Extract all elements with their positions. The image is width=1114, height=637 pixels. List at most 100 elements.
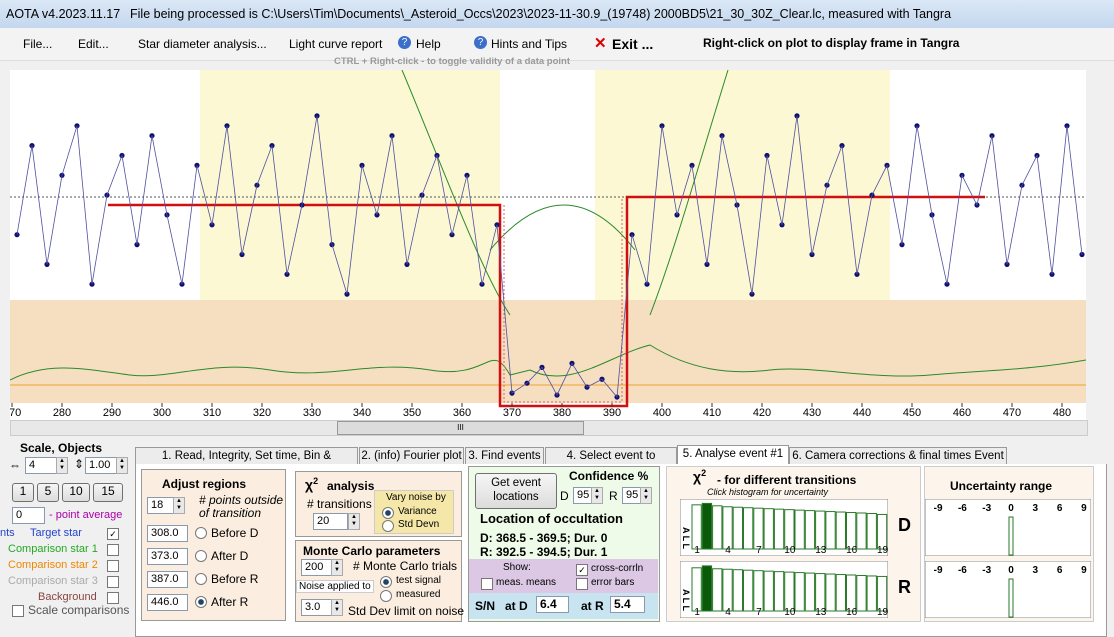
average-select[interactable]: 0 bbox=[12, 507, 45, 524]
hist-bar bbox=[753, 570, 764, 612]
x-tick-label: 360 bbox=[453, 407, 471, 419]
hist-bar bbox=[846, 574, 857, 612]
r-input[interactable]: 95 bbox=[622, 487, 641, 504]
region-input[interactable]: 308.0 bbox=[147, 525, 188, 542]
hist-bar bbox=[876, 575, 888, 612]
hist-bar bbox=[722, 568, 733, 612]
uncert-tick-label: 9 bbox=[1081, 503, 1087, 514]
radio[interactable] bbox=[382, 507, 394, 519]
hist-tick-label: 13 bbox=[815, 545, 827, 556]
transitions-input[interactable]: 20 bbox=[313, 513, 348, 530]
checkbox[interactable] bbox=[107, 544, 119, 556]
d-input[interactable]: 95 bbox=[573, 487, 592, 504]
object: Target star bbox=[30, 527, 82, 539]
trials-input[interactable]: 200 bbox=[301, 559, 332, 576]
menu-item[interactable]: Hints and Tips bbox=[491, 37, 568, 51]
x-tick-label: 410 bbox=[703, 407, 721, 419]
menu-item[interactable]: Star diameter analysis... bbox=[138, 37, 267, 51]
hist-bar bbox=[804, 510, 816, 550]
hist-tick-label: 16 bbox=[846, 545, 858, 556]
icon: ⇕ bbox=[74, 457, 85, 471]
average-label: - point average bbox=[49, 509, 123, 521]
scale-input[interactable]: 4 bbox=[25, 457, 58, 474]
limit-label: Std Dev limit on noise bbox=[348, 604, 465, 618]
plot[interactable]: 270 280 290 300 310 320 330 340 350 360 370 380 390 4… bbox=[10, 70, 1086, 420]
menu-item[interactable]: Light curve report bbox=[289, 37, 383, 51]
tab[interactable]: 2. (info) Fourier plot bbox=[359, 447, 464, 465]
object: Comparison star 2 bbox=[8, 559, 98, 571]
hist-r-label: R bbox=[898, 577, 911, 597]
hist-d-label: D bbox=[898, 515, 911, 535]
hist-bar bbox=[876, 513, 888, 550]
scroll-thumb[interactable]: III bbox=[337, 421, 584, 435]
x-tick-label: 420 bbox=[753, 407, 771, 419]
spinner[interactable]: ▲ ▼ bbox=[591, 487, 603, 504]
adjust-title: Adjust regions bbox=[162, 477, 247, 491]
menu-item[interactable]: Help bbox=[416, 37, 441, 51]
histogram[interactable]: A L L1 4 7 10 13 16 19 bbox=[680, 561, 888, 618]
x-tick-label: 440 bbox=[853, 407, 871, 419]
hist-bar bbox=[825, 573, 836, 612]
spinner[interactable]: ▲ ▼ bbox=[331, 559, 343, 576]
spinner[interactable]: ▲ ▼ bbox=[331, 599, 343, 616]
spinner[interactable]: ▲ ▼ bbox=[116, 457, 128, 474]
all-label: A L L bbox=[681, 589, 691, 612]
radio[interactable] bbox=[382, 520, 394, 532]
uncert-tick-label: -9 bbox=[934, 503, 943, 514]
get-event-button[interactable]: Get event locations bbox=[475, 473, 557, 509]
tab[interactable]: 3. Find events bbox=[465, 447, 544, 465]
checkbox[interactable] bbox=[12, 605, 24, 617]
spinner[interactable]: ▲ ▼ bbox=[56, 457, 68, 474]
checkbox[interactable] bbox=[107, 576, 119, 588]
step-button[interactable]: 10 bbox=[62, 483, 90, 502]
help-icon: ? bbox=[474, 36, 487, 49]
uncert-tick-label: 6 bbox=[1057, 503, 1063, 514]
region-input[interactable]: 446.0 bbox=[147, 594, 188, 611]
menu-item[interactable]: Exit ... bbox=[612, 36, 654, 52]
radio[interactable] bbox=[380, 590, 392, 602]
radio[interactable] bbox=[380, 576, 392, 588]
spinner[interactable]: ▲ ▼ bbox=[640, 487, 652, 504]
uncert-tick-label: -9 bbox=[934, 565, 943, 576]
x-tick-label: 460 bbox=[953, 407, 971, 419]
factor-input[interactable]: 1.00 bbox=[85, 457, 118, 474]
uncert-tick-label: -3 bbox=[982, 503, 991, 514]
hist-bar bbox=[866, 512, 877, 550]
x-tick-label: 390 bbox=[603, 407, 621, 419]
step-button[interactable]: 1 bbox=[12, 483, 34, 502]
step-button[interactable]: 15 bbox=[93, 483, 123, 502]
checkbox[interactable] bbox=[107, 592, 119, 604]
checkbox[interactable] bbox=[481, 578, 493, 590]
checkbox[interactable] bbox=[576, 578, 588, 590]
tab-active[interactable]: 5. Analyse event #1 bbox=[677, 445, 789, 465]
histogram[interactable]: A L L1 4 7 10 13 16 19 bbox=[680, 499, 888, 556]
hist-bar bbox=[743, 569, 754, 612]
x-tick-label: 300 bbox=[153, 407, 171, 419]
hist-tick-label: 1 bbox=[694, 607, 700, 618]
region-input[interactable]: 373.0 bbox=[147, 548, 188, 565]
uncert-tick-label: 3 bbox=[1033, 565, 1039, 576]
tab[interactable]: 1. Read, Integrity, Set time, Bin & norm… bbox=[135, 447, 358, 478]
menu-item[interactable]: File... bbox=[23, 37, 53, 51]
checkbox[interactable]: ✓ bbox=[576, 564, 588, 576]
region-label: Before D bbox=[211, 526, 259, 540]
tab[interactable]: 6. Camera corrections & final times Even… bbox=[789, 447, 1007, 478]
limit-input[interactable]: 3.0 bbox=[301, 599, 332, 616]
confidence-label: Confidence % bbox=[569, 469, 649, 483]
region-input[interactable]: 387.0 bbox=[147, 571, 188, 588]
hist-bar bbox=[784, 509, 795, 550]
spinner[interactable]: ▲ ▼ bbox=[348, 513, 360, 530]
spinner[interactable]: ▲ ▼ bbox=[173, 497, 185, 514]
tab[interactable]: 4. Select event to analyse bbox=[545, 447, 677, 478]
step-button[interactable]: 5 bbox=[37, 483, 59, 502]
check-label: meas. means bbox=[496, 577, 557, 588]
checkbox[interactable] bbox=[107, 560, 119, 572]
hist-bar bbox=[753, 507, 764, 550]
at-r: at R bbox=[581, 599, 604, 613]
checkbox[interactable]: ✓ bbox=[107, 528, 119, 540]
hist-bar bbox=[846, 512, 857, 550]
menu-item[interactable]: Edit... bbox=[78, 37, 109, 51]
points-input[interactable]: 18 bbox=[147, 497, 174, 514]
object: Background bbox=[38, 591, 97, 603]
hist-bar bbox=[763, 508, 774, 550]
